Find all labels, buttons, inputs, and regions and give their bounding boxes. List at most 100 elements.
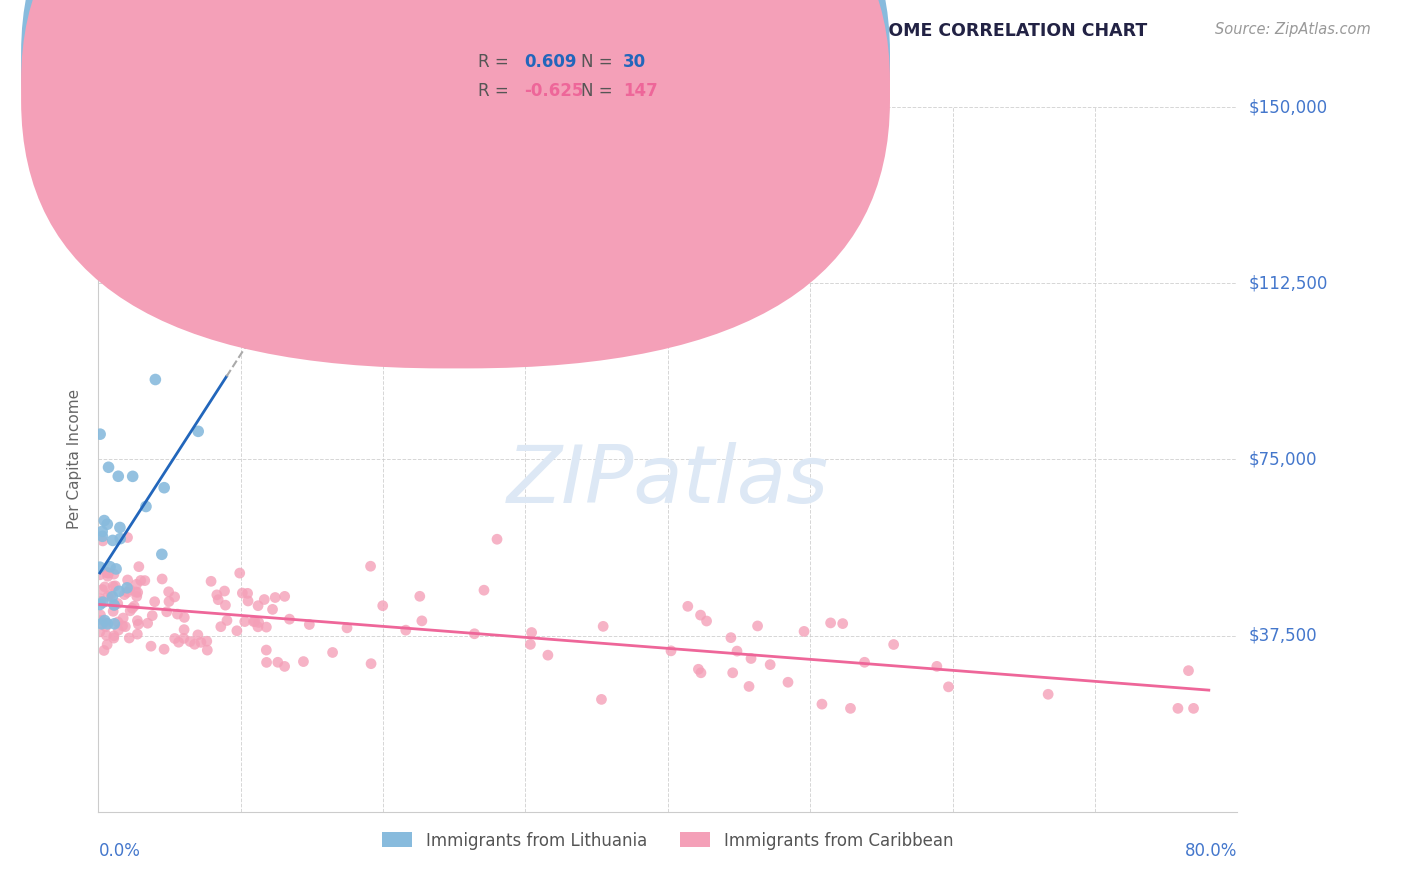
Text: ZIPatlas: ZIPatlas	[506, 442, 830, 519]
Point	[1177, 664, 1199, 678]
Point	[136, 616, 159, 631]
Point	[122, 599, 145, 614]
Point	[107, 469, 129, 483]
Point	[145, 372, 167, 386]
Point	[190, 635, 212, 649]
Text: N =: N =	[581, 82, 617, 100]
Point	[411, 614, 433, 628]
Point	[1036, 687, 1059, 701]
Point	[103, 629, 125, 643]
Point	[90, 616, 112, 631]
Point	[696, 614, 718, 628]
Point	[254, 643, 277, 657]
Legend: Immigrants from Lithuania, Immigrants from Caribbean: Immigrants from Lithuania, Immigrants fr…	[375, 825, 960, 856]
Point	[520, 625, 543, 640]
Point	[519, 637, 541, 651]
Point	[173, 632, 195, 646]
Point	[125, 585, 148, 599]
Point	[247, 615, 270, 630]
Point	[721, 665, 744, 680]
Point	[163, 632, 186, 646]
Point	[360, 657, 382, 671]
Point	[101, 590, 124, 604]
Point	[90, 614, 112, 628]
Point	[89, 567, 111, 582]
Point	[214, 598, 236, 612]
Point	[98, 559, 121, 574]
Point	[183, 637, 205, 651]
Point	[592, 619, 614, 633]
Point	[187, 425, 209, 439]
Point	[925, 659, 948, 673]
Point	[537, 648, 560, 662]
Point	[157, 594, 180, 608]
Point	[91, 524, 114, 539]
Point	[121, 469, 143, 483]
Point	[89, 427, 111, 442]
Text: R =: R =	[478, 54, 515, 71]
Point	[96, 628, 118, 642]
Text: $150,000: $150,000	[1249, 98, 1327, 116]
Point	[759, 657, 782, 672]
Point	[591, 692, 613, 706]
Point	[167, 635, 190, 649]
Point	[103, 598, 125, 612]
Point	[267, 655, 290, 669]
Point	[97, 590, 120, 604]
Point	[315, 203, 337, 218]
Point	[676, 599, 699, 614]
Point	[262, 602, 284, 616]
Text: 80.0%: 80.0%	[1185, 842, 1237, 860]
Text: 30: 30	[623, 54, 645, 71]
Point	[720, 631, 742, 645]
Point	[659, 644, 682, 658]
Point	[463, 626, 485, 640]
Point	[690, 665, 713, 680]
Point	[91, 595, 114, 609]
Point	[96, 517, 118, 532]
Point	[128, 559, 150, 574]
Point	[242, 615, 264, 629]
Point	[409, 589, 432, 603]
Point	[101, 533, 124, 548]
Point	[187, 628, 209, 642]
Point	[336, 621, 359, 635]
Point	[103, 599, 125, 613]
Point	[938, 680, 960, 694]
Point	[101, 604, 124, 618]
Point	[233, 615, 256, 629]
Point	[112, 611, 135, 625]
Point	[127, 614, 149, 628]
Point	[207, 592, 229, 607]
Point	[486, 533, 509, 547]
Point	[94, 620, 117, 634]
Point	[91, 529, 114, 543]
Text: $112,500: $112,500	[1249, 274, 1327, 293]
Point	[472, 583, 495, 598]
Point	[120, 604, 142, 618]
Point	[121, 601, 143, 615]
Point	[96, 638, 118, 652]
Point	[688, 662, 710, 676]
Point	[747, 619, 769, 633]
Point	[214, 584, 236, 599]
Point	[115, 581, 138, 595]
Point	[129, 574, 152, 588]
Point	[105, 562, 128, 576]
Point	[173, 610, 195, 624]
Point	[135, 500, 157, 514]
Point	[173, 623, 195, 637]
Point	[740, 651, 762, 665]
Point	[195, 634, 218, 648]
Point	[273, 590, 295, 604]
Point	[93, 643, 115, 657]
Point	[200, 574, 222, 589]
Point	[125, 577, 148, 591]
Point	[93, 514, 115, 528]
Point	[97, 460, 120, 475]
Text: $75,000: $75,000	[1249, 450, 1317, 468]
Point	[831, 616, 853, 631]
Point	[153, 642, 176, 657]
Point	[278, 612, 301, 626]
Text: -0.625: -0.625	[524, 82, 583, 100]
